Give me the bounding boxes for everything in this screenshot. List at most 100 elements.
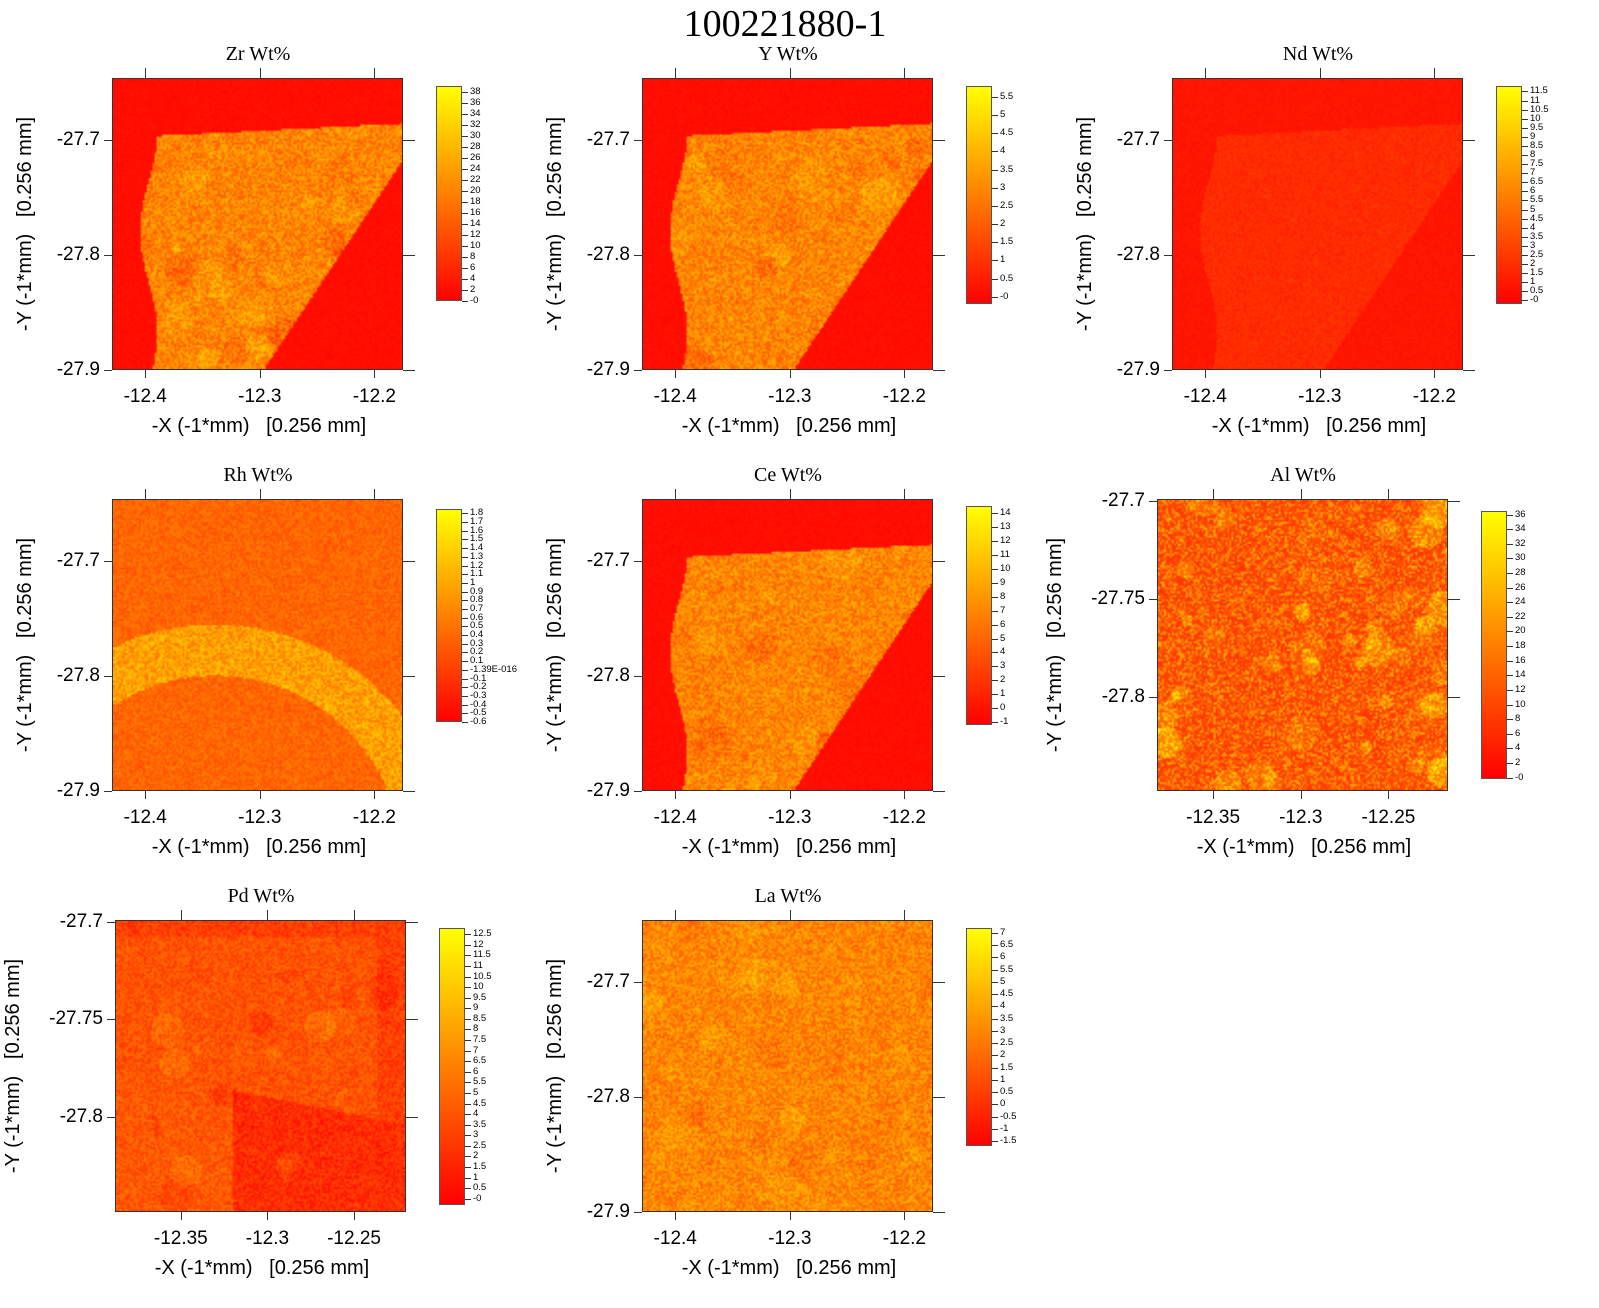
colorbar-tick bbox=[992, 582, 998, 584]
colorbar-tick-label: 10 bbox=[473, 981, 484, 993]
colorbar-tick-label: 1.4 bbox=[470, 542, 484, 554]
colorbar-tick-label: 5.5 bbox=[1000, 963, 1014, 975]
colorbar-tick bbox=[992, 568, 998, 570]
y-tick-label: -27.7 bbox=[1116, 129, 1160, 151]
colorbar-tick-label: 7 bbox=[473, 1044, 479, 1056]
x-tick-mark bbox=[259, 68, 261, 78]
colorbar-tick bbox=[992, 981, 998, 983]
colorbar-tick-label: 26 bbox=[470, 151, 481, 163]
x-tick-mark bbox=[267, 910, 269, 920]
colorbar bbox=[966, 506, 992, 725]
colorbar-tick bbox=[1522, 109, 1528, 111]
colorbar-tick-label: 11.5 bbox=[473, 949, 491, 961]
colorbar-tick-label: 22 bbox=[470, 173, 481, 185]
colorbar bbox=[436, 86, 462, 301]
x-axis-label: -X (-1*mm) [0.256 mm] bbox=[681, 836, 897, 858]
colorbar-tick-label: 14 bbox=[1000, 506, 1011, 518]
colorbar-tick-label: 6 bbox=[1515, 727, 1521, 739]
y-tick-mark bbox=[1149, 696, 1157, 698]
y-tick-mark bbox=[1448, 500, 1460, 502]
x-tick-label: -12.3 bbox=[768, 1228, 812, 1249]
colorbar-tick-label: 1 bbox=[1000, 1073, 1006, 1085]
y-axis-label: -Y (-1*mm) [0.256 mm] bbox=[14, 537, 36, 753]
colorbar-tick-label: 3.5 bbox=[1000, 1012, 1014, 1024]
x-tick-label: -12.3 bbox=[768, 386, 812, 407]
y-tick-mark bbox=[933, 676, 945, 678]
colorbar-tick-label: -0 bbox=[1515, 771, 1524, 783]
x-tick-mark bbox=[904, 489, 906, 499]
colorbar-tick bbox=[462, 591, 468, 593]
x-tick-mark bbox=[789, 1212, 791, 1220]
colorbar-tick-label: 22 bbox=[1515, 610, 1526, 622]
colorbar-tick bbox=[992, 1055, 998, 1057]
x-tick-mark bbox=[145, 489, 147, 499]
colorbar-tick-label: 36 bbox=[1515, 508, 1526, 520]
colorbar-tick bbox=[1507, 719, 1513, 721]
y-tick-mark bbox=[634, 791, 642, 792]
colorbar-tick bbox=[1507, 514, 1513, 516]
colorbar-tick-label: 4 bbox=[1000, 646, 1006, 658]
colorbar-tick-label: 8 bbox=[1515, 713, 1521, 725]
colorbar-tick bbox=[465, 1092, 471, 1094]
colorbar-tick-label: 7.5 bbox=[473, 1034, 487, 1046]
x-tick-mark bbox=[180, 1212, 182, 1220]
colorbar-tick bbox=[462, 201, 468, 203]
colorbar-tick bbox=[465, 987, 471, 989]
x-tick-mark bbox=[789, 489, 791, 499]
y-tick-label: -27.7 bbox=[586, 971, 630, 993]
colorbar-tick-label: 1 bbox=[1000, 688, 1006, 700]
y-tick-mark bbox=[403, 561, 415, 563]
colorbar-tick bbox=[992, 96, 998, 98]
heatmap-image bbox=[113, 500, 402, 790]
colorbar-tick bbox=[992, 1128, 998, 1130]
colorbar-tick bbox=[462, 146, 468, 148]
x-tick-label: -12.25 bbox=[327, 1228, 381, 1249]
y-tick-label: -27.7 bbox=[56, 550, 100, 572]
colorbar-tick-label: 6 bbox=[1530, 185, 1536, 197]
colorbar-tick bbox=[462, 102, 468, 104]
colorbar-tick bbox=[992, 1079, 998, 1081]
colorbar-tick-label: -1.5 bbox=[1000, 1135, 1017, 1147]
x-tick-mark bbox=[1388, 489, 1390, 499]
colorbar-tick bbox=[1507, 602, 1513, 604]
colorbar-tick-label: 10.5 bbox=[473, 970, 492, 982]
colorbar bbox=[1496, 86, 1522, 304]
x-tick-label: -12.2 bbox=[1412, 386, 1456, 407]
colorbar-tick-label: 16 bbox=[1515, 654, 1526, 666]
y-tick-mark bbox=[634, 1212, 642, 1213]
colorbar-tick-label: 1.6 bbox=[470, 524, 484, 536]
x-tick-mark bbox=[789, 68, 791, 78]
colorbar-tick-label: 6.5 bbox=[1000, 939, 1014, 951]
colorbar-tick-label: -0.2 bbox=[470, 681, 487, 693]
colorbar-tick bbox=[992, 932, 998, 934]
x-tick-mark bbox=[675, 489, 677, 499]
colorbar-tick-label: -0 bbox=[1000, 290, 1009, 302]
colorbar-tick-label: 1.5 bbox=[470, 533, 484, 545]
x-tick-mark bbox=[1388, 791, 1390, 799]
heatmap-plot bbox=[642, 920, 933, 1212]
colorbar-tick-label: 2 bbox=[1000, 1049, 1006, 1061]
y-tick-mark bbox=[933, 561, 945, 563]
colorbar-tick-label: 10 bbox=[1515, 698, 1526, 710]
colorbar-tick-label: 14 bbox=[1515, 669, 1526, 681]
x-tick-mark bbox=[789, 910, 791, 920]
colorbar-tick bbox=[462, 687, 468, 689]
colorbar-tick bbox=[465, 1040, 471, 1042]
colorbar-tick-label: 4 bbox=[1530, 221, 1536, 233]
colorbar-tick-label: 30 bbox=[470, 129, 481, 141]
heatmap-image bbox=[113, 79, 402, 369]
y-tick-mark bbox=[104, 676, 112, 678]
x-tick-mark bbox=[374, 489, 376, 499]
colorbar-tick-label: 20 bbox=[1515, 625, 1526, 637]
colorbar-tick-label: 2 bbox=[1515, 756, 1521, 768]
colorbar-tick bbox=[465, 966, 471, 968]
panel-title: Nd Wt% bbox=[1282, 43, 1354, 65]
colorbar-tick-label: 0 bbox=[1000, 1098, 1006, 1110]
colorbar-tick-label: 5 bbox=[473, 1086, 479, 1098]
colorbar-tick-label: 4 bbox=[470, 272, 476, 284]
y-tick-mark bbox=[107, 921, 115, 923]
colorbar-tick-label: 4.5 bbox=[1530, 212, 1544, 224]
colorbar-tick bbox=[1507, 689, 1513, 691]
y-tick-label: -27.7 bbox=[586, 129, 630, 151]
y-tick-label: -27.75 bbox=[49, 1008, 103, 1030]
